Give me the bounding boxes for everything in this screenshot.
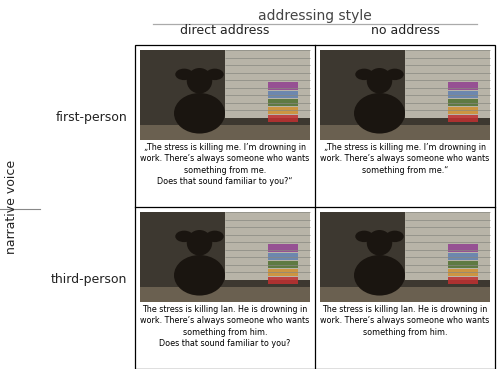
Bar	[448, 90, 478, 98]
Text: „The stress is killing me. I’m drowning in
work. There’s always someone who want: „The stress is killing me. I’m drowning …	[320, 143, 490, 175]
Bar	[140, 50, 310, 140]
Ellipse shape	[356, 231, 373, 242]
Ellipse shape	[174, 93, 225, 134]
Text: third-person: third-person	[50, 273, 127, 286]
Bar	[448, 244, 478, 252]
Bar	[181, 275, 218, 288]
Bar	[361, 113, 398, 126]
Bar	[181, 113, 218, 126]
Text: addressing style: addressing style	[258, 9, 372, 23]
Bar	[268, 99, 298, 106]
Bar	[448, 277, 478, 284]
Text: narrative voice: narrative voice	[6, 160, 18, 254]
Text: The stress is killing Ian. He is drowning in
work. There’s always someone who wa: The stress is killing Ian. He is drownin…	[320, 305, 490, 337]
Bar	[268, 261, 298, 268]
Bar	[320, 125, 490, 140]
Bar	[268, 107, 298, 114]
Bar	[225, 50, 310, 117]
Text: first-person: first-person	[55, 111, 127, 124]
Bar	[135, 45, 495, 369]
Ellipse shape	[176, 231, 193, 242]
Circle shape	[187, 230, 212, 255]
Bar	[268, 244, 298, 252]
Bar	[448, 99, 478, 106]
Bar	[448, 115, 478, 122]
Bar	[320, 212, 490, 302]
Text: „The stress is killing me. I’m drowning in
work. There’s always someone who want: „The stress is killing me. I’m drowning …	[140, 143, 310, 186]
Text: The stress is killing Ian. He is drowning in
work. There’s always someone who wa: The stress is killing Ian. He is drownin…	[140, 305, 310, 348]
Bar	[225, 212, 310, 279]
Circle shape	[187, 68, 212, 93]
Bar	[448, 82, 478, 90]
Ellipse shape	[356, 69, 373, 80]
Bar	[140, 212, 310, 302]
Bar	[268, 82, 298, 90]
Text: no address: no address	[370, 24, 440, 37]
Bar	[140, 287, 310, 302]
Bar	[405, 212, 490, 279]
Circle shape	[367, 230, 392, 255]
Bar	[268, 252, 298, 260]
Bar	[268, 115, 298, 122]
Bar	[448, 107, 478, 114]
Bar	[140, 125, 310, 140]
Ellipse shape	[354, 255, 405, 296]
Text: direct address: direct address	[180, 24, 270, 37]
Circle shape	[367, 68, 392, 93]
Bar	[268, 90, 298, 98]
Ellipse shape	[206, 69, 224, 80]
Ellipse shape	[174, 255, 225, 296]
Bar	[268, 277, 298, 284]
Bar	[361, 275, 398, 288]
Bar	[405, 50, 490, 117]
Bar	[448, 269, 478, 276]
Ellipse shape	[386, 231, 404, 242]
Bar	[268, 269, 298, 276]
Bar	[448, 261, 478, 268]
Ellipse shape	[386, 69, 404, 80]
Ellipse shape	[354, 93, 405, 134]
Ellipse shape	[176, 69, 193, 80]
Bar	[320, 287, 490, 302]
Ellipse shape	[206, 231, 224, 242]
Bar	[448, 252, 478, 260]
Bar	[320, 50, 490, 140]
